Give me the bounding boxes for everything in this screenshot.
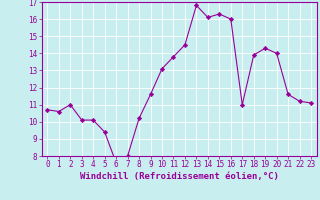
X-axis label: Windchill (Refroidissement éolien,°C): Windchill (Refroidissement éolien,°C)	[80, 172, 279, 181]
